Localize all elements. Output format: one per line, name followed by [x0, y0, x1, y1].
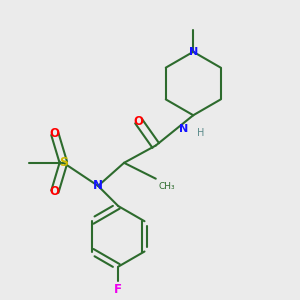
Text: O: O — [134, 115, 143, 128]
Text: F: F — [114, 283, 122, 296]
Text: H: H — [197, 128, 204, 138]
Text: N: N — [189, 47, 198, 57]
Text: O: O — [50, 185, 60, 198]
Text: O: O — [50, 128, 60, 140]
Text: CH₃: CH₃ — [159, 182, 175, 190]
Text: N: N — [178, 124, 188, 134]
Text: N: N — [93, 179, 103, 192]
Text: S: S — [59, 156, 68, 169]
